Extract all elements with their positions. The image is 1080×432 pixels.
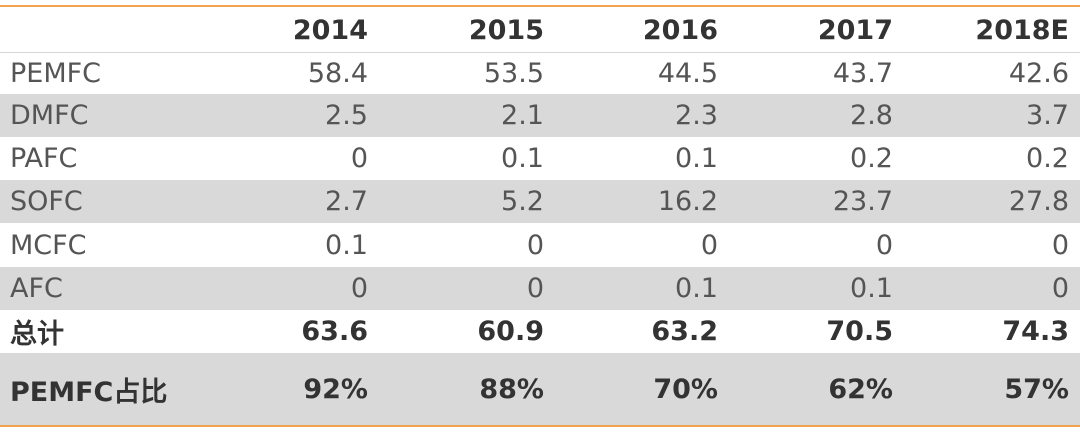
table-cell: 2.7	[325, 186, 368, 217]
row-label: PEMFC	[10, 58, 102, 89]
table-cell: 16.2	[657, 186, 718, 217]
header-2015: 2015	[468, 14, 544, 46]
row-label: SOFC	[10, 186, 83, 217]
table-cell: 0	[875, 229, 893, 261]
top-rule	[0, 5, 1080, 7]
row-label: DMFC	[10, 100, 89, 131]
row-label: AFC	[10, 273, 63, 304]
table-row-mcfc: MCFC 0.1 0 0 0 0	[0, 223, 1080, 267]
table-cell: 44.5	[657, 58, 718, 89]
table-cell: 3.7	[1026, 100, 1069, 131]
header-2017: 2017	[817, 14, 893, 46]
table-cell: 23.7	[832, 186, 893, 217]
table-cell: 92%	[303, 373, 368, 405]
table-cell: 2.3	[675, 100, 718, 131]
table-cell: 0.1	[675, 273, 718, 304]
header-row: 2014 2015 2016 2017 2018E	[0, 8, 1080, 52]
table-cell: 0.1	[325, 229, 368, 261]
table-cell: 62%	[828, 373, 893, 405]
table-cell: 70.5	[826, 316, 893, 347]
table-cell: 0	[700, 229, 718, 261]
table-cell: 0.1	[675, 143, 718, 174]
table-cell: 0	[1051, 229, 1069, 261]
table-cell: 60.9	[477, 316, 544, 347]
table-cell: 0.1	[501, 143, 544, 174]
table-cell: 0	[526, 229, 544, 261]
table-row-afc: AFC 0 0 0.1 0.1 0	[0, 267, 1080, 310]
header-2014: 2014	[292, 14, 368, 46]
table-cell: 58.4	[307, 58, 368, 89]
table-cell: 53.5	[483, 58, 544, 89]
table-cell: 0	[1051, 273, 1069, 304]
table-cell: 0.2	[1026, 143, 1069, 174]
table-row-pemfc: PEMFC 58.4 53.5 44.5 43.7 42.6	[0, 53, 1080, 94]
table-row-pemfc-share: PEMFC占比 92% 88% 70% 62% 57%	[0, 353, 1080, 425]
row-label: MCFC	[10, 229, 87, 261]
row-label: PAFC	[10, 143, 78, 174]
table-cell: 2.8	[850, 100, 893, 131]
table-cell: 57%	[1004, 373, 1069, 405]
table-cell: 0	[350, 143, 368, 174]
row-label: PEMFC占比	[10, 376, 168, 408]
table-cell: 63.6	[301, 316, 368, 347]
table-cell: 70%	[653, 373, 718, 405]
table-cell: 2.1	[501, 100, 544, 131]
table-cell: 0	[350, 273, 368, 304]
header-2018e: 2018E	[975, 14, 1069, 46]
header-2016: 2016	[642, 14, 718, 46]
table-cell: 2.5	[325, 100, 368, 131]
row-label: 总计	[10, 319, 64, 350]
table-cell: 0.1	[850, 273, 893, 304]
table-cell: 43.7	[832, 58, 893, 89]
table-row-dmfc: DMFC 2.5 2.1 2.3 2.8 3.7	[0, 94, 1080, 137]
header-rule	[0, 52, 1080, 53]
bottom-rule	[0, 425, 1080, 427]
table-row-pafc: PAFC 0 0.1 0.1 0.2 0.2	[0, 137, 1080, 180]
table-cell: 5.2	[501, 186, 544, 217]
table-row-total: 总计 63.6 60.9 63.2 70.5 74.3	[0, 310, 1080, 353]
table-cell: 88%	[479, 373, 544, 405]
table-cell: 74.3	[1002, 316, 1069, 347]
table-row-sofc: SOFC 2.7 5.2 16.2 23.7 27.8	[0, 180, 1080, 223]
table-cell: 0.2	[850, 143, 893, 174]
table-cell: 63.2	[651, 316, 718, 347]
table-cell: 0	[526, 273, 544, 304]
table-cell: 42.6	[1008, 58, 1069, 89]
table-cell: 27.8	[1008, 186, 1069, 217]
